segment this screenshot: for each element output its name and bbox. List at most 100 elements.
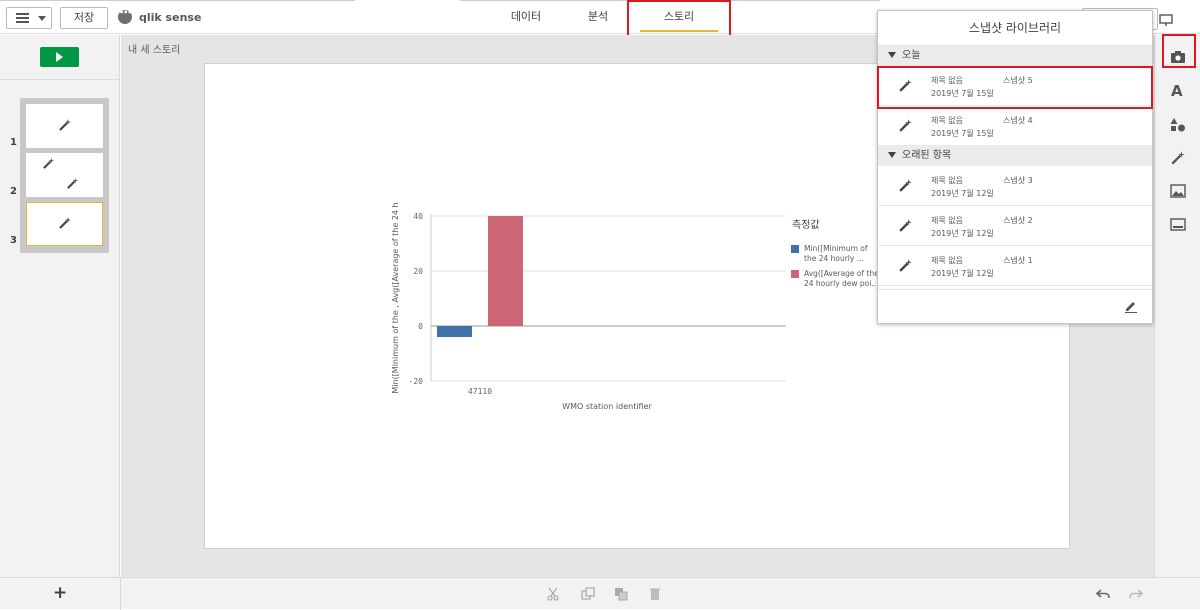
legend-label: the 24 hourly ... bbox=[804, 254, 864, 263]
snapshot-wand-icon bbox=[59, 217, 71, 229]
caret-down-icon bbox=[888, 152, 896, 158]
redo-icon[interactable] bbox=[1129, 587, 1143, 601]
chevron-down-icon bbox=[38, 16, 46, 21]
slide-thumbnail-1[interactable] bbox=[26, 104, 103, 148]
cut-icon[interactable] bbox=[546, 587, 560, 601]
undo-icon[interactable] bbox=[1096, 587, 1110, 601]
snapshot-label: 스냅샷 5 bbox=[1003, 76, 1033, 85]
story-tools-panel: A bbox=[1154, 35, 1200, 577]
group-header-older[interactable]: 오래된 항목 bbox=[878, 146, 1152, 166]
qlik-logo-icon bbox=[118, 8, 132, 24]
snapshot-name: 제목 없음 bbox=[931, 256, 963, 265]
snapshot-label: 스냅샷 2 bbox=[1003, 216, 1033, 225]
qlik-logo: qlik sense bbox=[118, 8, 202, 25]
snapshot-name: 제목 없음 bbox=[931, 116, 963, 125]
y-axis-label: Min([Minimum of the , Avg([Average of th… bbox=[391, 202, 400, 393]
text-tool-icon[interactable]: A bbox=[1171, 82, 1183, 100]
snapshot-date: 2019년 7월 12일 bbox=[931, 189, 994, 198]
caret-down-icon bbox=[888, 52, 896, 58]
snapshot-library-footer bbox=[878, 289, 1152, 323]
legend-title: 측정값 bbox=[792, 219, 820, 231]
legend-swatch bbox=[791, 270, 799, 278]
legend-label: Min([Minimum of bbox=[804, 244, 868, 253]
top-divider bbox=[0, 0, 355, 1]
brand-name: qlik sense bbox=[139, 10, 202, 24]
bar bbox=[437, 326, 472, 337]
slide-sorter: 1 2 3 bbox=[0, 35, 120, 577]
snapshot-item[interactable]: 제목 없음 스냅샷 5 2019년 7월 15일 bbox=[878, 66, 1152, 106]
story-title: 내 세 스토리 bbox=[128, 45, 181, 56]
effects-wand-icon[interactable] bbox=[1170, 150, 1186, 166]
snapshot-name: 제목 없음 bbox=[931, 216, 963, 225]
tab-data[interactable]: 데이터 bbox=[510, 10, 542, 23]
group-header-today[interactable]: 오늘 bbox=[878, 46, 1152, 66]
save-button[interactable]: 저장 bbox=[60, 7, 108, 29]
sheet-icon[interactable] bbox=[1170, 217, 1186, 233]
tab-story[interactable]: 스토리 bbox=[640, 0, 718, 34]
y-tick-label: 40 bbox=[413, 212, 423, 221]
story-tab-highlight bbox=[627, 0, 731, 40]
y-tick-label: 0 bbox=[418, 322, 423, 331]
snapshot-label: 스냅샷 4 bbox=[1003, 116, 1033, 125]
x-axis-label: WMO station identifier bbox=[562, 402, 652, 411]
tab-story-label: 스토리 bbox=[663, 10, 695, 23]
bar bbox=[488, 216, 523, 326]
snapshot-wand-icon bbox=[899, 259, 912, 272]
snapshot-item[interactable]: 제목 없음 스냅샷 3 2019년 7월 12일 bbox=[878, 166, 1152, 206]
slide-number: 3 bbox=[10, 235, 17, 246]
selected-snapshot-highlight bbox=[877, 66, 1153, 109]
slide-thumbnail-2[interactable] bbox=[26, 153, 103, 197]
global-menu-button[interactable] bbox=[6, 7, 52, 29]
snapshot-wand-icon bbox=[899, 79, 912, 92]
snapshot-label: 스냅샷 3 bbox=[1003, 176, 1033, 185]
snapshot-date: 2019년 7월 15일 bbox=[931, 129, 994, 138]
image-icon[interactable] bbox=[1170, 183, 1186, 199]
paste-icon[interactable] bbox=[614, 587, 628, 601]
bottom-toolbar: + bbox=[0, 577, 1200, 610]
camera-icon[interactable] bbox=[1170, 49, 1186, 65]
play-story-button[interactable] bbox=[40, 47, 79, 67]
tab-analysis[interactable]: 분석 bbox=[587, 10, 609, 23]
snapshot-button-highlight bbox=[1162, 34, 1196, 68]
snapshot-wand-icon bbox=[899, 119, 912, 132]
x-tick-label: 47110 bbox=[468, 387, 492, 396]
snapshot-name: 제목 없음 bbox=[931, 76, 963, 85]
slide-number: 1 bbox=[10, 137, 17, 148]
snapshot-library-title: 스냅샷 라이브러리 bbox=[878, 11, 1152, 46]
slide-number: 2 bbox=[10, 186, 17, 197]
hamburger-icon bbox=[16, 13, 29, 23]
pencil-icon[interactable] bbox=[1124, 299, 1138, 313]
group-label: 오래된 항목 bbox=[902, 150, 952, 161]
active-tab-indicator bbox=[640, 30, 718, 32]
snapshot-library-popup: 스냅샷 라이브러리 오늘 제목 없음 스냅샷 5 2019년 7월 15일 제목… bbox=[877, 10, 1153, 324]
monitor-icon bbox=[1159, 14, 1173, 26]
snapshot-wand-icon bbox=[67, 177, 79, 189]
shapes-icon[interactable] bbox=[1170, 117, 1186, 133]
copy-icon[interactable] bbox=[581, 587, 595, 601]
divider bbox=[120, 578, 121, 610]
snapshot-wand-icon bbox=[59, 119, 71, 131]
legend-swatch bbox=[791, 245, 799, 253]
snapshot-date: 2019년 7월 12일 bbox=[931, 269, 994, 278]
snapshot-wand-icon bbox=[899, 179, 912, 192]
snapshot-item[interactable]: 제목 없음 스냅샷 1 2019년 7월 12일 bbox=[878, 246, 1152, 286]
snapshot-name: 제목 없음 bbox=[931, 176, 963, 185]
legend-label: 24 hourly dew poi... bbox=[804, 279, 879, 288]
delete-icon[interactable] bbox=[648, 587, 662, 601]
snapshot-item[interactable]: 제목 없음 스냅샷 4 2019년 7월 15일 bbox=[878, 106, 1152, 146]
snapshot-label: 스냅샷 1 bbox=[1003, 256, 1033, 265]
snapshot-wand-icon bbox=[43, 157, 55, 169]
y-tick-label: 20 bbox=[413, 267, 423, 276]
y-tick-label: -20 bbox=[409, 377, 424, 386]
snapshot-item[interactable]: 제목 없음 스냅샷 2 2019년 7월 12일 bbox=[878, 206, 1152, 246]
add-slide-button[interactable]: + bbox=[53, 583, 68, 603]
snapshot-date: 2019년 7월 15일 bbox=[931, 89, 994, 98]
legend-label: Avg([Average of the bbox=[804, 269, 879, 278]
snapshot-date: 2019년 7월 12일 bbox=[931, 229, 994, 238]
slide-thumbnails bbox=[20, 98, 109, 253]
divider bbox=[0, 79, 120, 80]
group-label: 오늘 bbox=[902, 50, 921, 61]
bar-chart[interactable]: -20 0 20 40 47110 WMO station identifier Min([… bbox=[205, 64, 1071, 550]
slide-thumbnail-3[interactable] bbox=[26, 202, 103, 246]
snapshot-wand-icon bbox=[899, 219, 912, 232]
